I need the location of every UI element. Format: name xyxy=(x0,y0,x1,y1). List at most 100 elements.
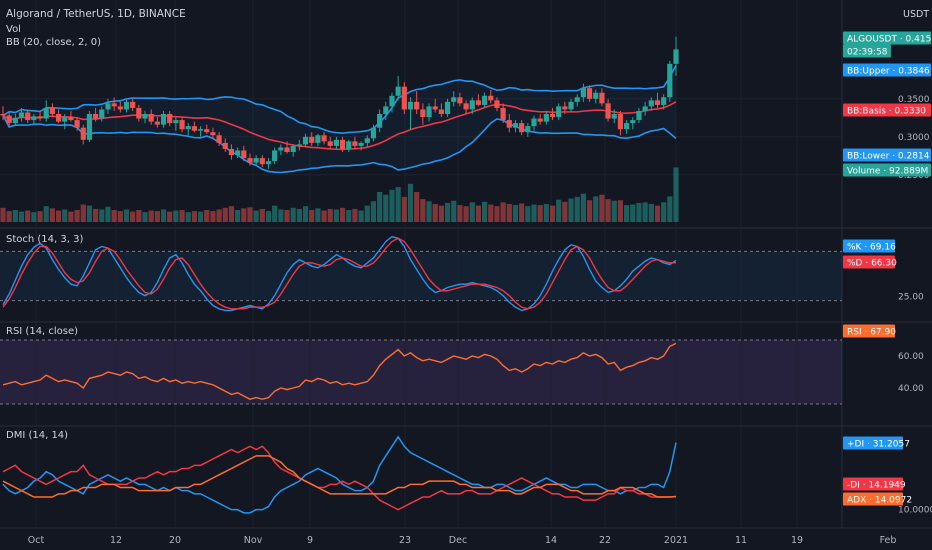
volume-bar xyxy=(377,192,383,222)
volume-bar xyxy=(222,207,228,222)
volume-bar xyxy=(475,205,482,222)
vol-indicator-label: Vol xyxy=(6,24,21,35)
volume-bar xyxy=(12,210,18,222)
volume-bar xyxy=(352,208,358,222)
candle-body xyxy=(444,101,451,114)
candle-body xyxy=(142,114,148,119)
volume-tag-bg xyxy=(843,163,931,177)
candle-body xyxy=(636,110,642,121)
time-tick-label: 20 xyxy=(169,535,181,546)
volume-bar xyxy=(457,205,463,222)
volume-bar xyxy=(68,211,74,222)
volume-bar xyxy=(31,212,37,222)
rsi-band-fill xyxy=(0,340,842,404)
volume-bar xyxy=(537,205,543,222)
candle-body xyxy=(117,106,123,110)
time-tick-label: 19 xyxy=(791,535,803,546)
candle-body xyxy=(395,86,401,96)
candle-body xyxy=(364,138,370,143)
candle-body xyxy=(531,118,537,127)
candle-body xyxy=(130,101,136,108)
volume-bar xyxy=(414,192,420,222)
volume-bar xyxy=(444,202,451,222)
candle-body xyxy=(62,117,68,122)
bb-lower-tag-bg xyxy=(843,148,931,162)
volume-bar xyxy=(105,206,111,222)
volume-bar xyxy=(642,202,648,222)
candle-body xyxy=(160,114,167,125)
candle-body xyxy=(204,129,210,133)
candle-body xyxy=(673,49,679,64)
volume-bar xyxy=(272,205,278,222)
candle-body xyxy=(228,148,235,156)
volume-bar xyxy=(370,201,377,222)
volume-bar xyxy=(611,200,617,222)
time-tick-label: 22 xyxy=(599,535,611,546)
candle-body xyxy=(339,139,346,149)
candle-body xyxy=(80,127,86,140)
volume-bar xyxy=(55,210,62,222)
volume-bar xyxy=(0,207,6,222)
candle-body xyxy=(463,103,469,110)
volume-bar xyxy=(160,209,167,222)
candle-body xyxy=(49,107,55,114)
volume-bar xyxy=(648,204,654,222)
currency-label[interactable]: USDT xyxy=(903,9,929,20)
volume-bar xyxy=(543,204,549,222)
bb-upper-tag: BB:Upper · 0.3846 xyxy=(847,67,930,77)
candle-body xyxy=(586,88,593,99)
volume-bar xyxy=(265,211,272,222)
volume-bar xyxy=(148,210,154,222)
price-tick-label: 0.3500 xyxy=(898,95,930,105)
candle-body xyxy=(661,97,667,105)
candle-body xyxy=(154,121,160,125)
volume-bar xyxy=(531,204,537,222)
candle-body xyxy=(197,129,204,131)
volume-bar xyxy=(568,198,574,222)
candle-body xyxy=(500,107,506,121)
adx-tag-bg xyxy=(843,492,903,506)
candle-body xyxy=(667,63,673,98)
volume-bar xyxy=(296,208,302,222)
volume-bar xyxy=(142,212,148,222)
candle-body xyxy=(426,106,432,118)
volume-bar xyxy=(519,203,525,222)
volume-bar xyxy=(407,183,414,222)
volume-bar xyxy=(167,211,173,222)
volume-bar xyxy=(506,204,512,222)
volume-bar xyxy=(37,211,43,222)
volume-bar xyxy=(49,208,55,222)
volume-bar xyxy=(420,199,426,222)
volume-bar xyxy=(636,202,642,222)
volume-bar xyxy=(25,210,31,222)
candle-body xyxy=(136,107,142,119)
bb-lower-line xyxy=(2,115,677,174)
candle-body xyxy=(525,126,531,133)
candle-body xyxy=(580,88,586,98)
volume-bar xyxy=(426,201,432,222)
candle-body xyxy=(506,120,512,128)
volume-bar xyxy=(605,199,611,222)
volume-bar xyxy=(395,187,401,222)
volume-bar xyxy=(216,209,222,222)
time-tick-label: Oct xyxy=(28,535,45,546)
volume-bar xyxy=(74,210,80,222)
candle-body xyxy=(265,161,272,165)
volume-bar xyxy=(593,196,599,222)
candle-body xyxy=(611,114,617,119)
candle-body xyxy=(68,117,74,121)
candle-body xyxy=(370,127,377,139)
volume-bar xyxy=(99,209,105,222)
candle-body xyxy=(241,150,247,159)
candle-body xyxy=(99,109,105,119)
candle-body xyxy=(25,112,31,121)
volume-bar xyxy=(673,167,679,222)
minus-di-line xyxy=(2,445,677,511)
candle-body xyxy=(18,112,25,118)
dmi-pane-label: DMI (14, 14) xyxy=(6,430,68,441)
candle-body xyxy=(383,106,389,114)
stoch-k-tag: %K · 69.16 xyxy=(847,243,896,253)
volume-tag: Volume · 92.889M xyxy=(847,167,928,177)
